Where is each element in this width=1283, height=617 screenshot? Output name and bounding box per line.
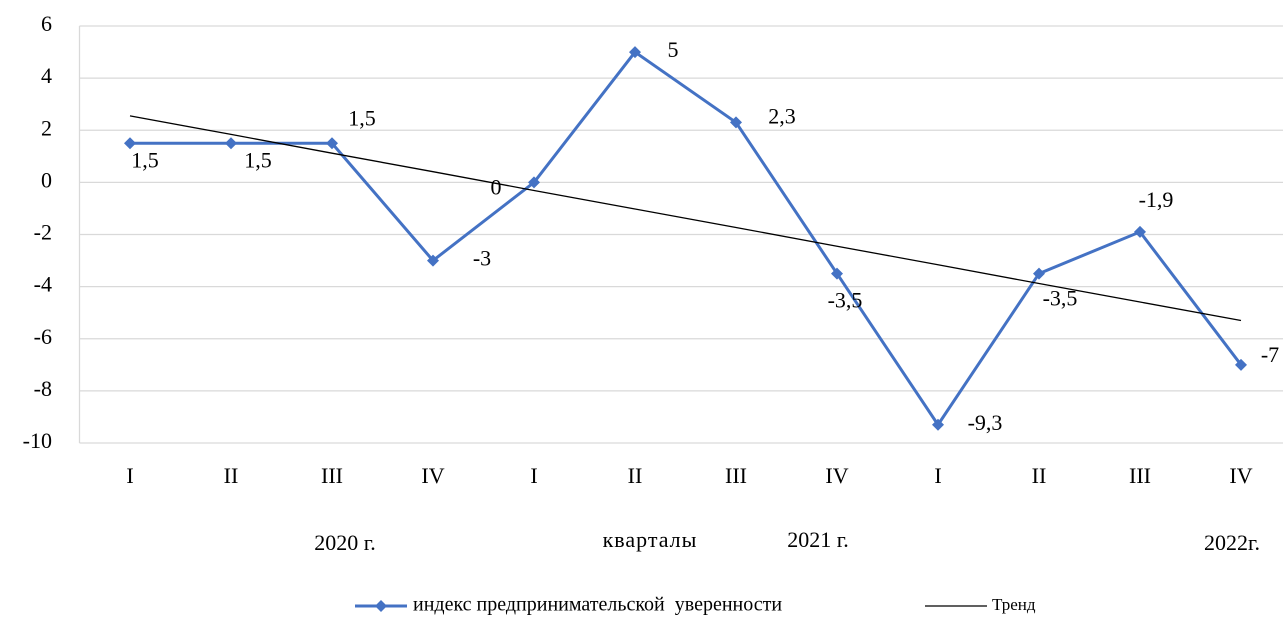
marker xyxy=(225,137,237,150)
year-label: 2021 г. xyxy=(787,527,849,552)
x-axis-label: кварталы xyxy=(603,527,698,552)
data-label: 1,5 xyxy=(244,147,272,172)
x-tick-label: III xyxy=(321,463,343,488)
y-tick-label: 6 xyxy=(41,11,52,36)
data-label: 1,5 xyxy=(131,147,159,172)
legend-label: индекс предпринимательской уверенности xyxy=(413,594,782,616)
data-label: 2,3 xyxy=(768,103,796,128)
data-label: -1,9 xyxy=(1139,187,1174,212)
y-tick-label: -10 xyxy=(23,428,52,453)
data-label: -3,5 xyxy=(828,288,863,313)
year-label: 2020 г. xyxy=(314,530,376,555)
x-tick-label: I xyxy=(126,463,133,488)
data-label: 0 xyxy=(491,174,502,199)
x-tick-label: IV xyxy=(421,463,444,488)
marker xyxy=(1033,267,1045,280)
data-label: -9,3 xyxy=(968,410,1003,435)
data-label: 5 xyxy=(668,37,679,62)
marker xyxy=(427,254,439,267)
marker xyxy=(932,418,944,431)
x-tick-label: II xyxy=(628,463,643,488)
x-tick-label: IV xyxy=(825,463,848,488)
x-tick-label: III xyxy=(725,463,747,488)
marker xyxy=(831,267,843,280)
x-tick-label: IV xyxy=(1229,463,1252,488)
x-tick-label: I xyxy=(934,463,941,488)
y-tick-label: 0 xyxy=(41,167,52,192)
y-tick-label: -4 xyxy=(34,272,52,297)
marker xyxy=(124,137,136,150)
y-tick-label: -2 xyxy=(34,220,52,245)
legend-label: Тренд xyxy=(992,595,1036,614)
marker xyxy=(528,176,540,189)
data-label: -7 xyxy=(1261,342,1279,367)
marker xyxy=(730,116,742,129)
y-tick-label: -8 xyxy=(34,376,52,401)
data-line xyxy=(130,50,1243,428)
x-tick-label: II xyxy=(224,463,239,488)
marker xyxy=(1134,225,1146,238)
trend-line xyxy=(129,115,1242,322)
x-tick-label: II xyxy=(1032,463,1047,488)
x-tick-label: III xyxy=(1129,463,1151,488)
marker xyxy=(629,46,641,59)
legend-marker xyxy=(375,600,387,612)
data-label: -3 xyxy=(473,246,491,271)
marker xyxy=(1235,358,1247,371)
marker xyxy=(326,137,338,150)
year-label: 2022г. xyxy=(1204,530,1260,555)
y-tick-label: 4 xyxy=(41,63,52,88)
x-tick-label: I xyxy=(530,463,537,488)
y-tick-label: -6 xyxy=(34,324,52,349)
y-tick-label: 2 xyxy=(41,115,52,140)
data-label: 1,5 xyxy=(348,105,376,130)
